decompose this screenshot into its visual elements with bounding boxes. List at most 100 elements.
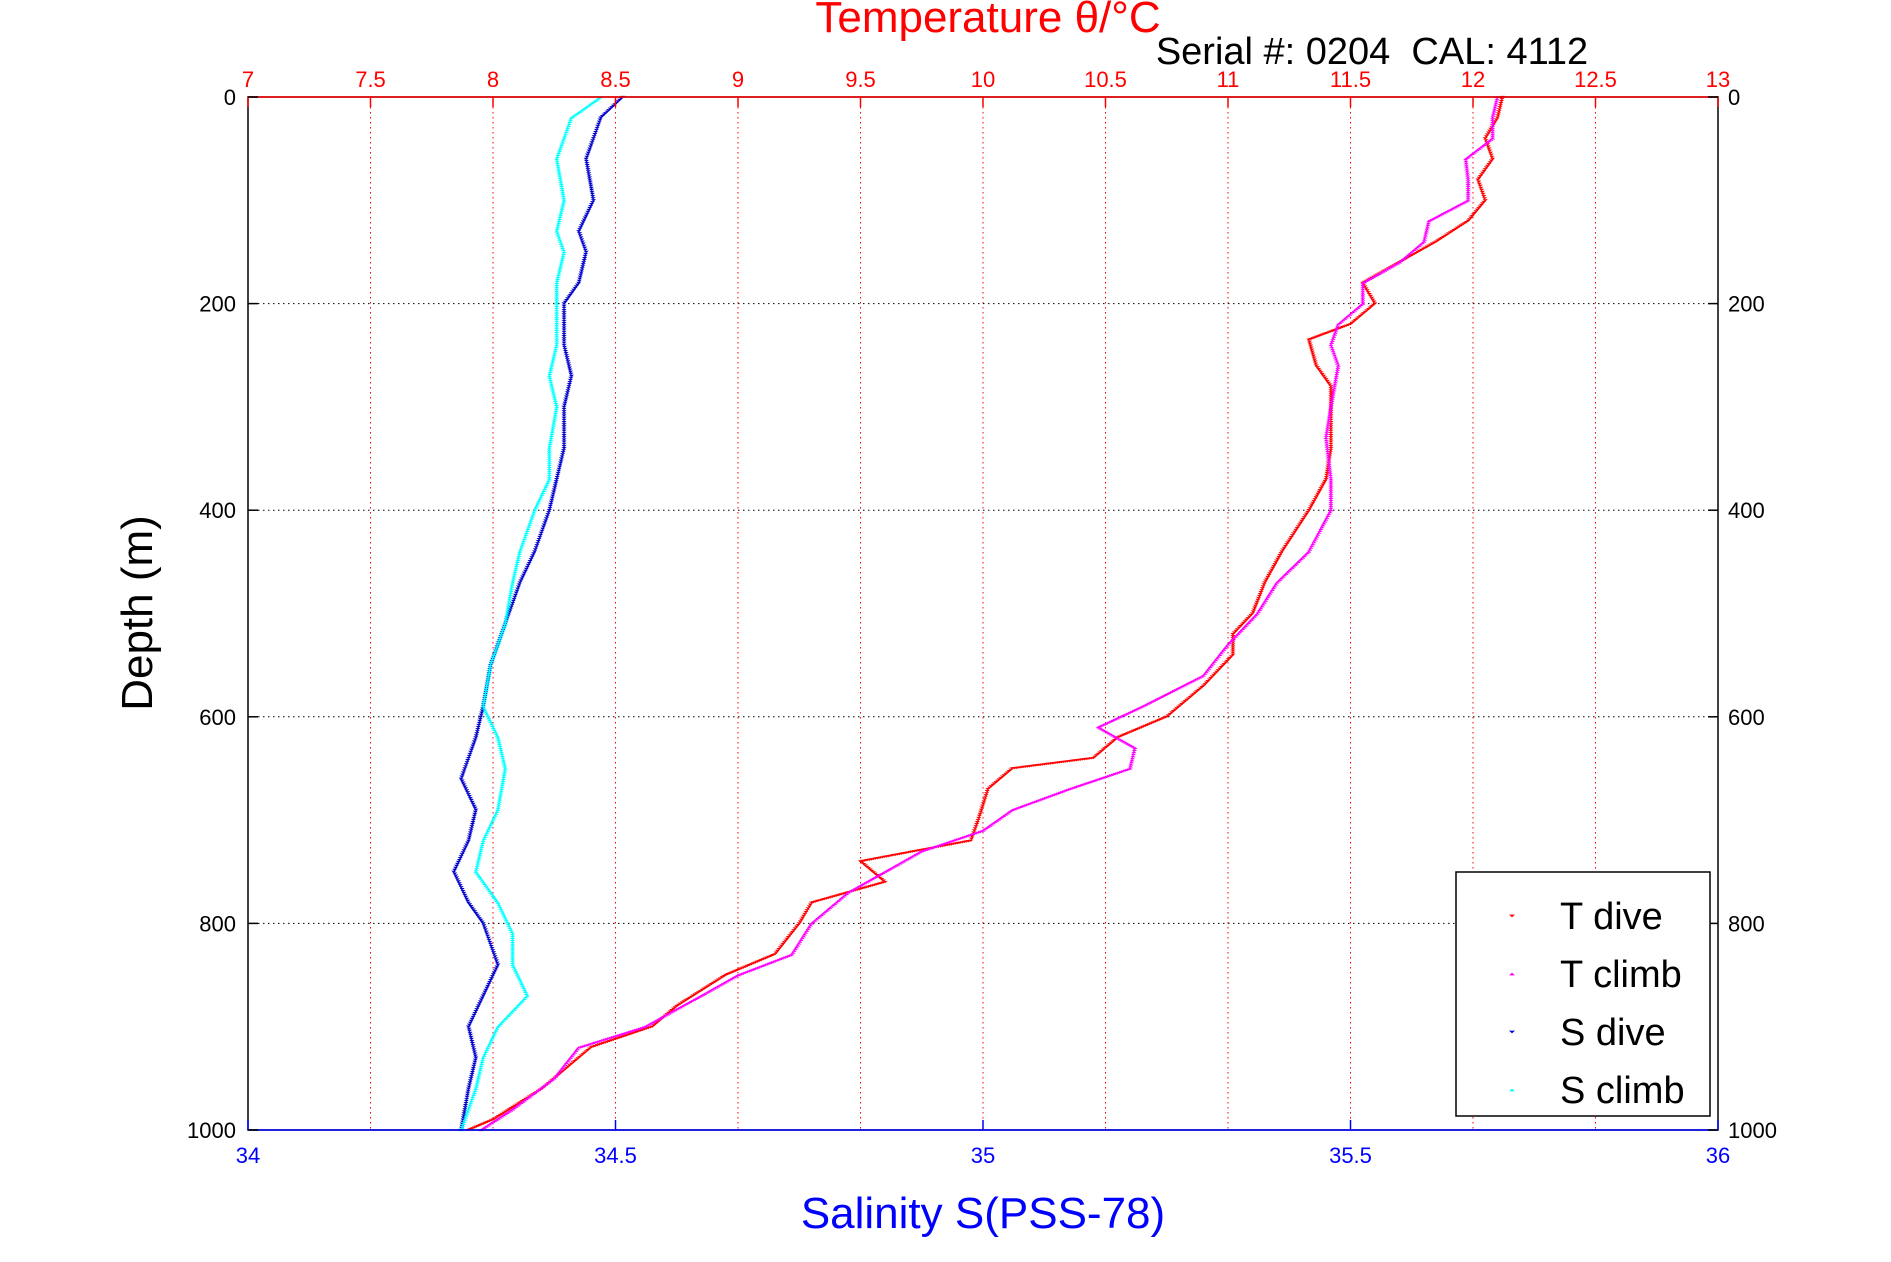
data-point <box>506 924 512 928</box>
data-point <box>983 792 990 795</box>
data-point <box>1465 197 1471 200</box>
data-point <box>570 1053 576 1056</box>
data-point <box>798 938 804 941</box>
data-point <box>472 1089 478 1092</box>
data-point <box>477 719 483 723</box>
data-point <box>573 1058 579 1061</box>
data-point <box>1476 207 1482 210</box>
data-point <box>1209 663 1215 667</box>
data-point <box>489 820 495 823</box>
data-point <box>1477 175 1483 178</box>
depth-tick-label-left: 0 <box>224 85 236 110</box>
data-point <box>513 971 519 974</box>
data-point <box>561 319 567 323</box>
data-point <box>552 416 558 419</box>
data-point <box>1327 471 1333 474</box>
data-point <box>555 168 562 171</box>
data-point <box>1289 534 1296 537</box>
data-point <box>495 643 501 646</box>
data-point <box>514 560 521 564</box>
data-point <box>537 497 543 500</box>
data-point <box>561 425 567 428</box>
data-point <box>521 988 528 992</box>
data-point <box>1422 234 1429 237</box>
data-point <box>579 267 585 270</box>
data-point <box>510 955 516 958</box>
data-point <box>495 736 501 739</box>
data-point <box>1320 524 1326 527</box>
data-point <box>1331 387 1337 390</box>
data-point <box>533 546 539 549</box>
data-point <box>561 306 567 310</box>
temperature-tick-label: 7 <box>242 67 254 92</box>
data-point <box>500 913 507 916</box>
data-point <box>468 905 474 908</box>
data-point <box>813 900 819 903</box>
data-point <box>1317 369 1323 372</box>
data-point <box>1334 362 1341 365</box>
data-point <box>1131 750 1137 754</box>
data-point <box>584 164 590 167</box>
data-point <box>1230 635 1236 638</box>
data-point <box>535 501 541 504</box>
data-point <box>554 283 560 287</box>
data-point <box>561 322 567 325</box>
data-point <box>808 922 815 925</box>
data-point <box>1490 124 1496 128</box>
data-point <box>576 281 582 285</box>
data-point <box>549 432 555 435</box>
data-point <box>501 771 508 774</box>
data-point <box>583 214 589 217</box>
data-point <box>499 752 505 756</box>
data-point <box>1224 659 1230 663</box>
data-point <box>1255 598 1261 602</box>
data-point <box>587 145 594 148</box>
data-point <box>576 230 582 233</box>
data-point <box>546 473 552 477</box>
data-point <box>552 486 558 489</box>
data-point <box>538 531 544 535</box>
data-point <box>505 922 511 926</box>
data-point <box>492 898 499 901</box>
data-point <box>453 866 459 870</box>
data-point <box>1319 525 1325 529</box>
data-point <box>546 469 552 473</box>
data-point <box>998 776 1004 780</box>
data-point <box>584 212 590 216</box>
data-point <box>562 401 568 404</box>
data-point <box>599 115 605 118</box>
data-point <box>510 936 516 940</box>
data-point <box>493 967 499 970</box>
data-point <box>1184 698 1190 702</box>
data-point <box>461 1110 468 1113</box>
data-point <box>554 330 560 334</box>
data-point <box>454 862 461 866</box>
data-point <box>496 639 502 642</box>
data-point <box>1262 599 1269 602</box>
data-point <box>584 166 591 169</box>
data-point <box>778 944 785 947</box>
data-point <box>507 610 513 613</box>
data-point <box>560 139 566 142</box>
data-point <box>1268 590 1274 593</box>
data-point <box>1478 186 1484 190</box>
data-point <box>548 434 555 437</box>
data-point <box>559 457 565 460</box>
data-point <box>554 326 560 329</box>
data-point <box>784 937 790 941</box>
data-point <box>971 829 978 832</box>
data-point <box>494 645 500 648</box>
data-point <box>526 525 532 528</box>
data-point <box>1474 208 1480 212</box>
data-point <box>462 1106 468 1109</box>
data-point <box>485 934 491 937</box>
data-point <box>477 717 483 721</box>
data-point <box>507 926 513 930</box>
data-point <box>1495 112 1502 115</box>
data-point <box>467 1079 474 1082</box>
data-point <box>557 176 563 179</box>
data-point <box>1312 498 1318 501</box>
data-point <box>484 684 490 687</box>
data-point <box>1313 537 1319 540</box>
data-point <box>801 933 808 936</box>
